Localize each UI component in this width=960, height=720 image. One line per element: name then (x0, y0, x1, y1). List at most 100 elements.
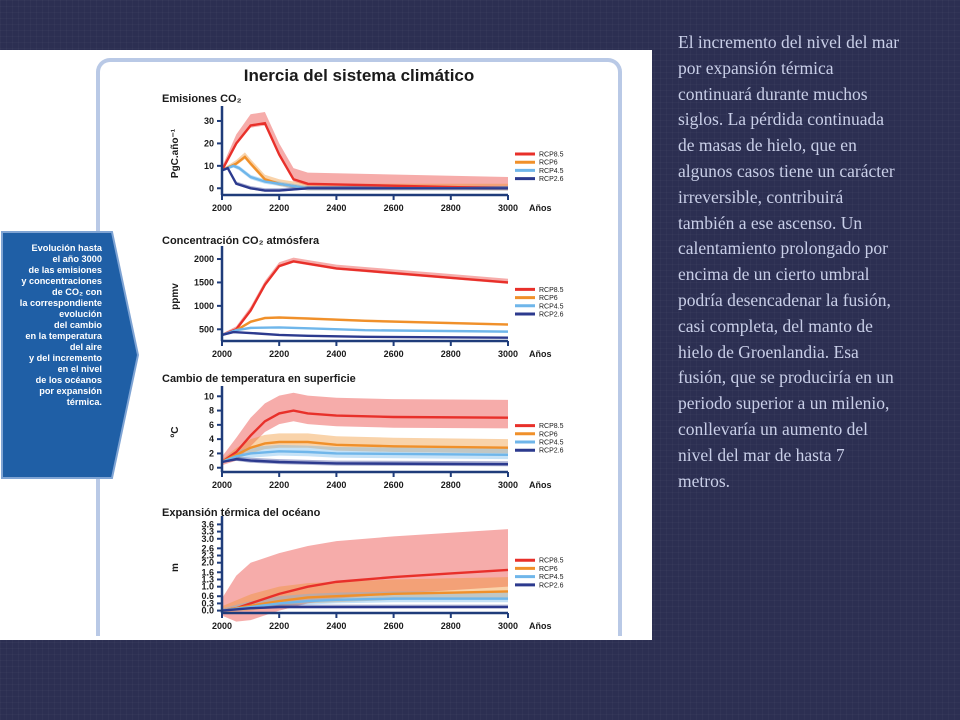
x-tick-label: 3000 (498, 203, 518, 213)
x-tick-label: 2400 (326, 203, 346, 213)
y-tick-label: 3.3 (201, 527, 214, 537)
y-axis-label: ºC (170, 427, 181, 438)
figure-title: Inercia del sistema climático (243, 66, 475, 85)
y-tick-label: 4 (209, 434, 214, 444)
y-tick-label: 1.0 (201, 582, 214, 592)
y-tick-label: 10 (204, 391, 214, 401)
x-tick-label: 2000 (212, 621, 232, 631)
y-axis-label: m (170, 563, 181, 572)
caption-text: El incremento del nivel del mar por expa… (678, 32, 900, 491)
chart-panel-1: Emisiones CO₂ PgC.año⁻¹ 0 10 20 30 2000 2200 240… (162, 93, 564, 213)
x-tick-label: 3000 (498, 349, 518, 359)
y-tick-label: 2 (209, 448, 214, 458)
series-line-rcp26 (221, 605, 508, 612)
x-tick-label: 2800 (441, 480, 461, 490)
x-axis-label: Años (529, 480, 552, 490)
y-tick-label: 0.6 (201, 591, 214, 601)
y-tick-label: 3.6 (201, 519, 214, 529)
x-axis-label: Años (529, 203, 552, 213)
x-tick-label: 2200 (269, 203, 289, 213)
y-tick-label: 2.0 (201, 558, 214, 568)
y-tick-label: 8 (209, 406, 214, 416)
series-line-rcp45 (221, 326, 509, 337)
legend-label: RCP2.6 (539, 448, 564, 455)
figure-panel: Inercia del sistema climático Evolución … (0, 50, 652, 640)
side-text: Evolución hasta el año 3000 de las emisi… (19, 243, 102, 407)
x-tick-label: 2000 (212, 203, 232, 213)
x-axis-label: Años (529, 349, 552, 359)
x-tick-label: 2200 (269, 480, 289, 490)
x-tick-label: 2800 (441, 203, 461, 213)
x-tick-label: 3000 (498, 480, 518, 490)
legend-label: RCP4.5 (539, 168, 564, 175)
legend-label: RCP4.5 (539, 574, 564, 581)
side-arrow (1, 231, 140, 479)
y-tick-label: 2.6 (201, 543, 214, 553)
y-tick-label: 6 (209, 420, 214, 430)
y-tick-label: 2.3 (201, 551, 214, 561)
chart-panel-4: Expansión térmica del océanom0.00.30.61.… (162, 507, 564, 631)
series-line-rcp6 (221, 440, 509, 464)
legend-label: RCP4.5 (539, 440, 564, 447)
series-line-rcp85 (221, 409, 509, 463)
legend-label: RCP4.5 (539, 303, 564, 310)
y-tick-label: 1.3 (201, 574, 214, 584)
x-tick-label: 2800 (441, 621, 461, 631)
legend-label: RCP6 (539, 295, 558, 302)
series-line-rcp85 (220, 121, 509, 190)
series-line-rcp45 (221, 450, 509, 464)
chart-title: Concentración CO₂ atmósfera (162, 235, 320, 247)
band-rcp45 (222, 591, 508, 612)
x-tick-label: 2000 (212, 480, 232, 490)
series-line-rcp26 (221, 166, 508, 192)
y-tick-label: 0 (209, 463, 214, 473)
chart-panel-2: Concentración CO₂ atmósfera ppmv 500 1000 15… (162, 235, 564, 359)
x-tick-label: 2400 (326, 349, 346, 359)
legend-label: RCP8.5 (539, 287, 564, 294)
x-tick-label: 2600 (384, 203, 404, 213)
legend-label: RCP2.6 (539, 311, 564, 318)
y-tick-label: 2000 (194, 254, 214, 264)
legend-label: RCP8.5 (539, 423, 564, 430)
y-tick-label: 1000 (194, 301, 214, 311)
x-tick-label: 2000 (212, 349, 232, 359)
band-rcp85 (222, 112, 508, 191)
x-axis-label: Años (529, 621, 552, 631)
y-tick-label: 3.0 (201, 534, 214, 544)
x-tick-label: 2600 (384, 621, 404, 631)
series-line-rcp6 (221, 590, 509, 612)
x-tick-label: 2600 (384, 349, 404, 359)
x-tick-label: 2800 (441, 349, 461, 359)
x-tick-label: 2200 (269, 621, 289, 631)
y-tick-label: 0 (209, 183, 214, 193)
y-tick-label: 0.0 (201, 606, 214, 616)
legend-label: RCP6 (539, 160, 558, 167)
x-tick-label: 2400 (326, 621, 346, 631)
legend-label: RCP6 (539, 566, 558, 573)
series-line-rcp85 (221, 260, 509, 337)
legend-label: RCP2.6 (539, 582, 564, 589)
y-tick-label: 20 (204, 138, 214, 148)
series-line-rcp45 (221, 597, 508, 612)
x-tick-label: 2400 (326, 480, 346, 490)
y-tick-label: 30 (204, 116, 214, 126)
series-line-rcp26 (221, 457, 509, 466)
y-tick-label: 0.3 (201, 598, 214, 608)
y-axis-label: PgC.año⁻¹ (170, 128, 181, 178)
y-tick-label: 10 (204, 161, 214, 171)
legend-label: RCP8.5 (539, 558, 564, 565)
x-tick-label: 2200 (269, 349, 289, 359)
band-rcp45 (222, 164, 508, 191)
chart-title: Emisiones CO₂ (162, 93, 242, 105)
x-tick-label: 2600 (384, 480, 404, 490)
chart-title: Cambio de temperatura en superficie (162, 373, 356, 385)
legend-label: RCP6 (539, 431, 558, 438)
y-tick-label: 1.6 (201, 567, 214, 577)
chart-title: Expansión térmica del océano (162, 507, 321, 519)
y-axis-label: ppmv (170, 283, 181, 310)
y-tick-label: 1500 (194, 277, 214, 287)
series-line-rcp26 (221, 330, 509, 339)
chart-panel-3: Cambio de temperatura en superficieºC024… (162, 373, 564, 490)
x-tick-label: 3000 (498, 621, 518, 631)
